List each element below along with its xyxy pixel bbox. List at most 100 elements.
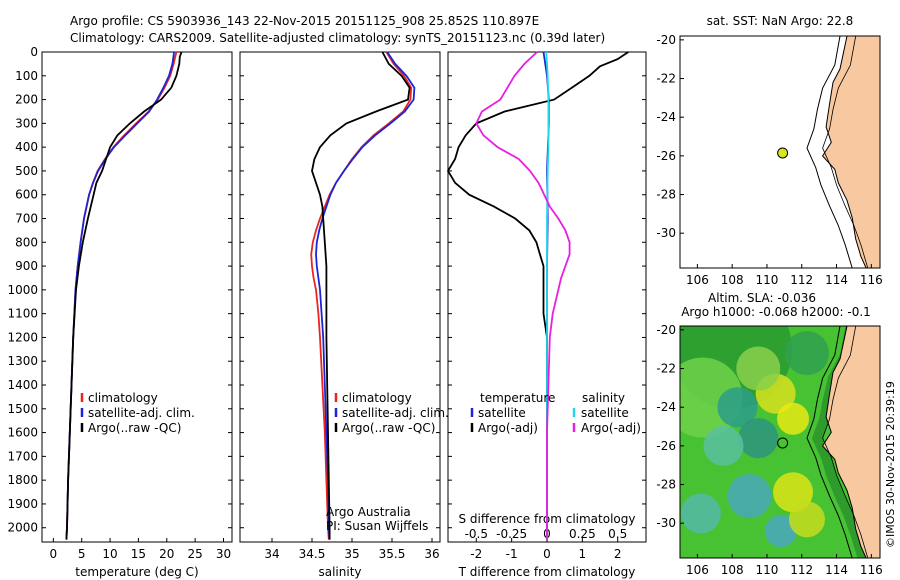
sla-blob — [736, 346, 781, 391]
map-frame — [679, 325, 881, 559]
x-tick-label: 2 — [614, 547, 622, 561]
x-axis-label: salinity — [318, 565, 361, 579]
depth-tick-label: 400 — [15, 140, 38, 154]
depth-tick-label: 1000 — [7, 283, 38, 297]
profile-line-2-3 — [475, 51, 571, 540]
map-x-tick-label: 116 — [860, 563, 883, 577]
map-x-tick-label: 116 — [860, 273, 883, 287]
depth-tick-label: 100 — [15, 69, 38, 83]
map-y-tick-label: -20 — [656, 323, 676, 337]
profile-panel-frame — [239, 51, 441, 543]
x-top-tick-label: 0.5 — [608, 527, 627, 541]
map-y-tick-label: -24 — [656, 400, 676, 414]
legend-label: satellite-adj. clim. — [88, 406, 195, 420]
legend-label: climatology — [342, 391, 412, 405]
map-y-tick-label: -22 — [656, 72, 676, 86]
map-x-tick-label: 106 — [686, 273, 709, 287]
legend-label: salinity — [582, 391, 625, 405]
depth-tick-label: 300 — [15, 116, 38, 130]
legend-label: satellite-adj. clim. — [342, 406, 449, 420]
map-y-tick-label: -30 — [656, 516, 676, 530]
argo-location-marker — [777, 437, 789, 449]
x-tick-label: 30 — [216, 547, 231, 561]
depth-tick-label: 1800 — [7, 473, 38, 487]
profile-line-1-2 — [311, 51, 411, 540]
map-y-tick-label: -24 — [656, 110, 676, 124]
x-tick-label: 36 — [424, 547, 439, 561]
depth-tick-label: 1200 — [7, 330, 38, 344]
legend-label: Argo(..raw -QC) — [88, 421, 181, 435]
map-y-tick-label: -28 — [656, 188, 676, 202]
argo-location-marker — [777, 147, 789, 159]
depth-tick-label: 600 — [15, 188, 38, 202]
isobath-line — [806, 36, 853, 268]
map-content — [680, 326, 880, 558]
depth-tick-label: 1400 — [7, 378, 38, 392]
sla-map-subtitle: Argo h1000: -0.068 h2000: -0.1 — [681, 305, 871, 319]
x-tick-label: 34.5 — [299, 547, 326, 561]
sla-blob — [727, 474, 772, 519]
depth-tick-label: 200 — [15, 93, 38, 107]
depth-tick-label: 1100 — [7, 307, 38, 321]
sst-map-title: sat. SST: NaN Argo: 22.8 — [707, 14, 854, 28]
x-tick-label: 25 — [187, 547, 202, 561]
depth-tick-label: 1600 — [7, 426, 38, 440]
sla-blob — [777, 402, 810, 435]
map-x-tick-label: 114 — [825, 563, 848, 577]
x-tick-label: 10 — [102, 547, 117, 561]
map-y-tick-label: -20 — [656, 33, 676, 47]
sla-blob — [717, 387, 758, 428]
map-x-tick-label: 112 — [790, 273, 813, 287]
x-top-tick-label: 0.25 — [569, 527, 596, 541]
x-tick-label: 0 — [543, 547, 551, 561]
depth-tick-label: 1300 — [7, 354, 38, 368]
sla-blob — [703, 425, 744, 466]
map-y-tick-label: -26 — [656, 149, 676, 163]
map-x-tick-label: 108 — [721, 563, 744, 577]
isobath-line — [822, 326, 869, 558]
legend-label: climatology — [88, 391, 158, 405]
x-top-tick-label: -0.25 — [496, 527, 527, 541]
sla-blob — [738, 418, 779, 459]
depth-tick-label: 1500 — [7, 402, 38, 416]
sla-blob — [680, 493, 721, 534]
x-tick-label: 35 — [344, 547, 359, 561]
map-y-tick-label: -30 — [656, 226, 676, 240]
map-y-tick-label: -22 — [656, 362, 676, 376]
profile-line-0-0 — [65, 51, 178, 540]
map-content — [806, 36, 880, 268]
sla-blob — [764, 514, 797, 547]
depth-tick-label: 0 — [30, 45, 38, 59]
isobath-line — [806, 326, 853, 558]
x-tick-label: -2 — [470, 547, 482, 561]
depth-tick-label: 1900 — [7, 497, 38, 511]
depth-tick-label: 900 — [15, 259, 38, 273]
map-x-tick-label: 114 — [825, 273, 848, 287]
map-y-tick-label: -26 — [656, 439, 676, 453]
x-tick-label: 5 — [78, 547, 86, 561]
depth-tick-label: 1700 — [7, 449, 38, 463]
legend-label: Argo(-adj) — [478, 421, 538, 435]
credit-label: ©IMOS 30-Nov-2015 20:39:19 — [884, 381, 897, 548]
profile-line-1-1 — [315, 51, 416, 540]
depth-tick-label: 800 — [15, 235, 38, 249]
header-line-2: Climatology: CARS2009. Satellite-adjuste… — [70, 31, 605, 45]
map-x-tick-label: 110 — [756, 563, 779, 577]
map-x-tick-label: 106 — [686, 563, 709, 577]
annotation-label: Argo Australia — [326, 505, 411, 519]
map-x-tick-label: 110 — [756, 273, 779, 287]
profile-line-0-1 — [65, 51, 175, 540]
x-tick-label: 15 — [131, 547, 146, 561]
x-axis-label: temperature (deg C) — [75, 565, 198, 579]
profile-line-2-2 — [545, 51, 550, 540]
map-x-tick-label: 108 — [721, 273, 744, 287]
x-tick-label: 20 — [159, 547, 174, 561]
map-frame — [679, 35, 881, 269]
legend-label: temperature — [480, 391, 555, 405]
legend-label: satellite — [581, 406, 629, 420]
isobath-line — [822, 36, 869, 268]
profile-line-0-2 — [65, 51, 183, 540]
legend-label: satellite — [478, 406, 526, 420]
x-top-tick-label: -0.5 — [465, 527, 488, 541]
